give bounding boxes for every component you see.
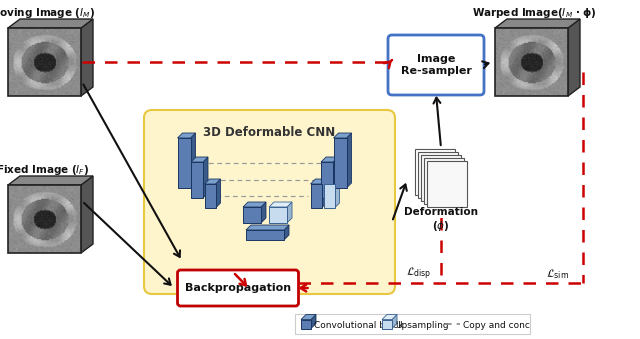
- Bar: [8, 28, 81, 96]
- Polygon shape: [287, 202, 292, 223]
- Text: Upsampling: Upsampling: [395, 320, 449, 330]
- Polygon shape: [243, 202, 266, 207]
- Polygon shape: [246, 225, 289, 230]
- Text: Image
Re-sampler: Image Re-sampler: [401, 54, 472, 76]
- Polygon shape: [301, 315, 316, 319]
- Polygon shape: [321, 157, 338, 162]
- Bar: [415, 149, 455, 195]
- Polygon shape: [321, 179, 326, 208]
- Bar: [8, 185, 81, 253]
- Bar: [424, 158, 464, 204]
- Polygon shape: [8, 176, 93, 185]
- Polygon shape: [335, 179, 339, 208]
- Polygon shape: [568, 19, 580, 96]
- Polygon shape: [205, 179, 221, 184]
- Bar: [310, 184, 321, 208]
- Bar: [269, 207, 287, 223]
- Text: Moving Image ($I_M$): Moving Image ($I_M$): [0, 6, 95, 20]
- Polygon shape: [191, 133, 195, 188]
- Bar: [495, 28, 568, 96]
- Polygon shape: [333, 157, 338, 198]
- Bar: [333, 138, 346, 188]
- FancyBboxPatch shape: [177, 270, 298, 306]
- Bar: [427, 161, 467, 207]
- Polygon shape: [382, 315, 397, 319]
- Bar: [323, 184, 335, 208]
- FancyBboxPatch shape: [388, 35, 484, 95]
- Polygon shape: [333, 133, 351, 138]
- Polygon shape: [323, 179, 339, 184]
- Text: Warped Image($I_M$ · ϕ): Warped Image($I_M$ · ϕ): [472, 6, 597, 20]
- Bar: [418, 152, 458, 198]
- Polygon shape: [392, 315, 397, 328]
- Polygon shape: [311, 315, 316, 328]
- Polygon shape: [81, 19, 93, 96]
- Bar: [421, 155, 461, 201]
- Polygon shape: [8, 19, 93, 28]
- Polygon shape: [269, 202, 292, 207]
- Bar: [382, 319, 392, 328]
- Text: $\mathcal{L}_{\mathrm{sim}}$: $\mathcal{L}_{\mathrm{sim}}$: [547, 267, 570, 281]
- Polygon shape: [177, 133, 195, 138]
- Bar: [321, 162, 333, 198]
- Polygon shape: [261, 202, 266, 223]
- Bar: [295, 314, 530, 334]
- Bar: [301, 319, 311, 328]
- Polygon shape: [81, 176, 93, 253]
- Polygon shape: [346, 133, 351, 188]
- Polygon shape: [191, 157, 208, 162]
- Text: Copy and conc: Copy and conc: [463, 320, 530, 330]
- Bar: [177, 138, 191, 188]
- FancyBboxPatch shape: [144, 110, 395, 294]
- Bar: [191, 162, 203, 198]
- Bar: [205, 184, 216, 208]
- Polygon shape: [216, 179, 221, 208]
- Polygon shape: [310, 179, 326, 184]
- Text: Backpropagation: Backpropagation: [185, 283, 291, 293]
- Text: $\mathcal{L}_{\mathrm{disp}}$: $\mathcal{L}_{\mathrm{disp}}$: [406, 266, 432, 282]
- Bar: [243, 207, 261, 223]
- Bar: [246, 230, 284, 240]
- Polygon shape: [203, 157, 208, 198]
- Text: Deformation
($\phi$): Deformation ($\phi$): [404, 207, 478, 233]
- Polygon shape: [284, 225, 289, 240]
- Text: 3D Deformable CNN: 3D Deformable CNN: [204, 125, 335, 139]
- Text: Fixed Image ($I_F$): Fixed Image ($I_F$): [0, 163, 89, 177]
- Text: Convolutional block: Convolutional block: [314, 320, 403, 330]
- Polygon shape: [495, 19, 580, 28]
